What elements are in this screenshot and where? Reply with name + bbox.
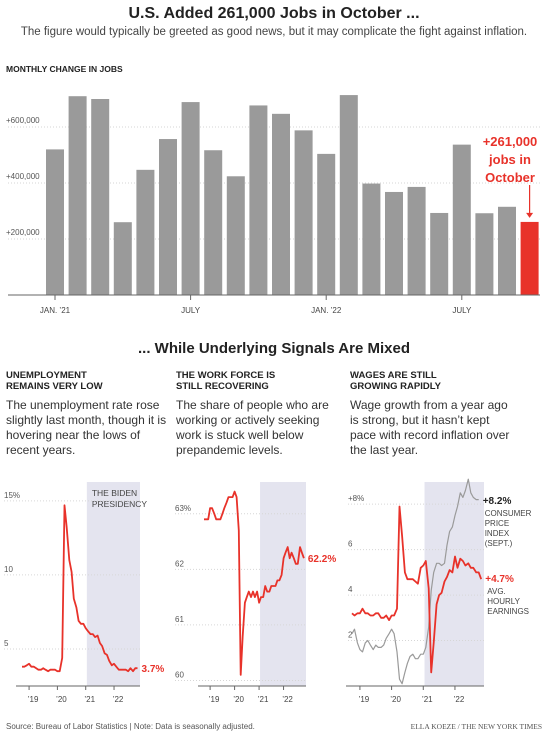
source-note: Source: Bureau of Labor Statistics | Not…: [6, 722, 255, 731]
page-title: U.S. Added 261,000 Jobs in October ...: [128, 5, 420, 22]
bar-annotation-line: jobs in: [488, 152, 531, 167]
x-tick-label: JAN. ’22: [311, 306, 342, 315]
y-tick-label: +400,000: [6, 172, 40, 181]
labor-force-series-line: [204, 490, 305, 676]
x-tick-label: JULY: [181, 306, 201, 315]
labor-force-x-tick-label: ’22: [282, 695, 293, 704]
wages-y-tick-label: 2: [348, 631, 353, 640]
wages-x-tick-label: ’21: [422, 695, 433, 704]
wages-y-tick-label: 6: [348, 540, 353, 549]
wages-end-value-label: +8.2%: [483, 496, 512, 507]
shade-label-line2: PRESIDENCY: [92, 499, 148, 509]
labor-force-x-tick-label: ’20: [233, 695, 244, 704]
bar-annotation-line: +261,000: [483, 134, 538, 149]
section-title: ... While Underlying Signals Are Mixed: [138, 340, 410, 357]
wages-end-value-label: +4.7%: [485, 574, 514, 585]
bar: [475, 213, 494, 295]
bar: [272, 113, 290, 295]
unemployment-x-tick-label: ’21: [84, 695, 95, 704]
bar-highlight: [520, 221, 539, 295]
bar: [430, 212, 449, 295]
wages-title-line2: GROWING RAPIDLY: [350, 381, 441, 392]
shade-label-line1: THE BIDEN: [92, 488, 137, 498]
wages-series-line: [351, 478, 479, 685]
bar: [249, 105, 268, 295]
bar: [91, 99, 110, 295]
wages-series-label-line: EARNINGS: [487, 607, 529, 616]
unemployment-x-tick-label: ’22: [113, 695, 124, 704]
wages-series-label-line: PRICE: [485, 519, 509, 528]
wages-x-tick-label: ’22: [454, 695, 465, 704]
wages-series-label-line: HOURLY: [487, 597, 520, 606]
unemployment-y-tick-label: 15%: [4, 491, 20, 500]
unemployment-end-value-label: 3.7%: [142, 664, 165, 675]
wages-x-tick-label: ’19: [359, 695, 370, 704]
workforce-panel-title: THE WORK FORCE IS STILL RECOVERING: [176, 370, 346, 392]
wages-x-tick-label: ’20: [390, 695, 401, 704]
wages-series-label-line: INDEX: [485, 529, 510, 538]
labor-force-end-value-label: 62.2%: [308, 554, 336, 565]
unemployment-title-line1: UNEMPLOYMENT: [6, 370, 87, 381]
unemployment-panel-description: The unemployment rate rose slightly last…: [6, 398, 167, 457]
wages-y-tick-label: +8%: [348, 494, 364, 503]
page-subtitle: The figure would typically be greeted as…: [20, 26, 528, 38]
wages-line-chart: 2 4 6 +8% ’19 ’20 ’21 ’22 +8.2% CONSUMERPRICEINDE…: [346, 478, 532, 704]
unemployment-x-tick-label: ’19: [28, 695, 39, 704]
labor-force-x-tick-label: ’19: [209, 695, 220, 704]
bar: [226, 176, 245, 295]
x-tick-label: JULY: [452, 306, 472, 315]
labor-force-y-tick-label: 63%: [175, 504, 191, 513]
bar: [407, 186, 426, 295]
bar-annotation-line: October: [485, 170, 535, 185]
y-axis-label: MONTHLY CHANGE IN JOBS: [6, 64, 123, 74]
y-tick-label: +600,000: [6, 116, 40, 125]
bar: [136, 169, 155, 295]
unemployment-y-tick-label: 5: [4, 639, 9, 648]
wages-y-tick-label: 4: [348, 585, 353, 594]
annotation-arrow-head: [526, 212, 534, 218]
bar: [204, 150, 223, 295]
bar: [113, 222, 132, 295]
x-tick-label: JAN. ’21: [40, 306, 71, 315]
workforce-title-line2: STILL RECOVERING: [176, 381, 269, 392]
labor-force-biden-presidency-shade: [260, 482, 306, 686]
workforce-panel-description: The share of people who are working or a…: [176, 398, 329, 457]
bar: [498, 206, 516, 295]
monthly-jobs-bar-chart: MONTHLY CHANGE IN JOBS +200,000 +400,000 +6…: [6, 64, 540, 315]
workforce-title-line1: THE WORK FORCE IS: [176, 370, 276, 381]
bar: [46, 149, 64, 295]
bar: [68, 96, 87, 295]
wages-title-line1: WAGES ARE STILL: [350, 370, 437, 381]
labor-force-y-tick-label: 60: [175, 670, 184, 679]
bar: [294, 130, 313, 295]
wages-series-label-line: (SEPT.): [485, 539, 513, 548]
unemployment-x-tick-label: ’20: [56, 695, 67, 704]
labor-force-y-tick-label: 61: [175, 615, 184, 624]
bar: [385, 191, 403, 295]
wages-series-label-line: AVG.: [487, 587, 506, 596]
bar: [339, 95, 358, 295]
bar: [452, 144, 471, 295]
bar: [159, 139, 177, 295]
unemployment-biden-presidency-shade: [86, 482, 140, 686]
labor-force-x-tick-label: ’21: [258, 695, 269, 704]
wages-series-line: [351, 505, 483, 674]
unemployment-title-line2: REMAINS VERY LOW: [6, 381, 103, 392]
credit-line: ELLA KOEZE / THE NEW YORK TIMES: [410, 722, 542, 731]
labor-force-line-chart: 60 61 62 63% ’19 ’20 ’21 ’22 62.2%: [175, 482, 336, 704]
bar: [317, 153, 336, 295]
bar: [181, 102, 200, 295]
wages-panel-title: WAGES ARE STILL GROWING RAPIDLY: [350, 370, 520, 392]
bar: [362, 183, 381, 295]
unemployment-y-tick-label: 10: [4, 565, 13, 574]
labor-force-y-tick-label: 62: [175, 559, 184, 568]
y-tick-label: +200,000: [6, 228, 40, 237]
unemployment-panel-title: UNEMPLOYMENT REMAINS VERY LOW: [6, 370, 176, 392]
wages-panel-description: Wage growth from a year ago is strong, b…: [350, 398, 510, 457]
wages-series-label-line: CONSUMER: [485, 509, 532, 518]
unemployment-series-line: [22, 504, 138, 673]
